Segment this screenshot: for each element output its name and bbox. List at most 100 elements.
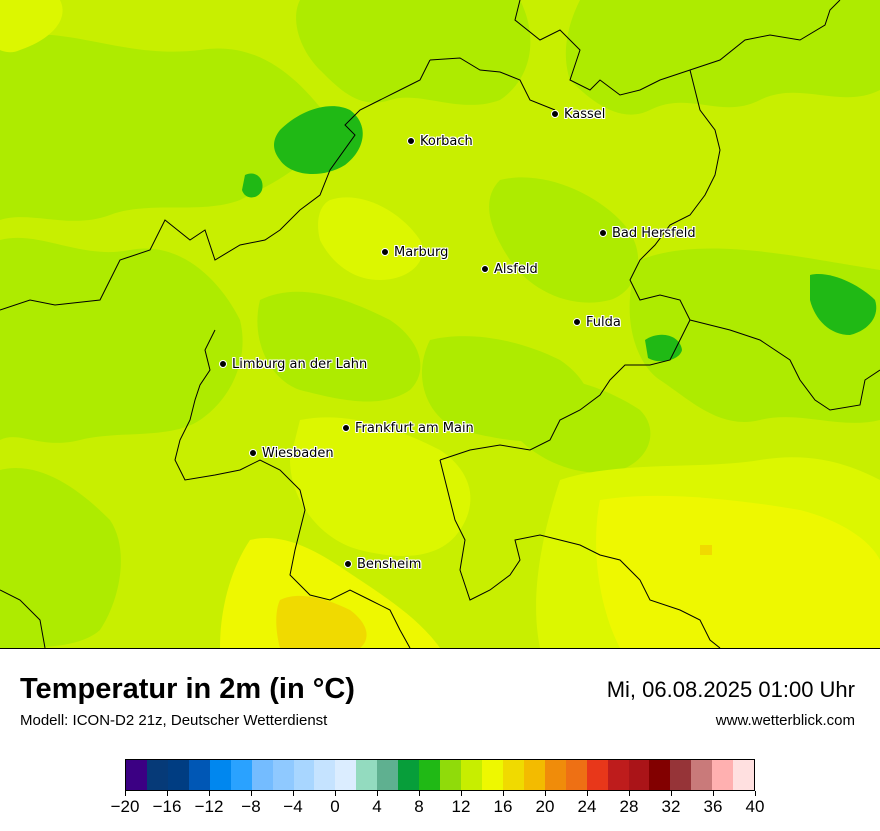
city-dot bbox=[599, 228, 607, 237]
city-label: Kassel bbox=[564, 107, 606, 122]
state-borders bbox=[0, 0, 880, 648]
city-label: Bensheim bbox=[357, 557, 422, 572]
colorbar-tick-label: 40 bbox=[745, 797, 765, 816]
colorbar-tick-label: 8 bbox=[414, 797, 424, 816]
colorbar-tick bbox=[670, 791, 672, 796]
colorbar-segment bbox=[314, 760, 336, 790]
colorbar-segment bbox=[712, 760, 734, 790]
colorbar-segment bbox=[628, 760, 650, 790]
city-label: Alsfeld bbox=[494, 262, 538, 277]
colorbar-tick-label: 12 bbox=[451, 797, 471, 816]
city-bensheim: Bensheim bbox=[344, 557, 421, 572]
colorbar-tick-label: 24 bbox=[577, 797, 597, 816]
city-label: Bad Hersfeld bbox=[612, 226, 696, 241]
colorbar-segment bbox=[607, 760, 629, 790]
map-title: Temperatur in 2m (in °C) bbox=[20, 673, 355, 705]
colorbar-segment bbox=[649, 760, 671, 790]
colorbar-tick bbox=[292, 791, 294, 796]
city-label: Frankfurt am Main bbox=[355, 421, 474, 436]
colorbar-tick-label: 16 bbox=[493, 797, 513, 816]
colorbar-segment bbox=[209, 760, 231, 790]
colorbar-segment bbox=[146, 760, 168, 790]
cold-dark-green-areas bbox=[242, 106, 877, 362]
colorbar-segment bbox=[440, 760, 461, 790]
city-dot bbox=[344, 559, 352, 568]
colorbar-segment bbox=[733, 760, 755, 790]
colorbar-tick bbox=[628, 791, 630, 796]
colorbar-segment bbox=[398, 760, 420, 790]
colorbar-tick-label: 28 bbox=[619, 797, 639, 816]
warmest-yellow-areas bbox=[220, 495, 880, 648]
colorbar-segment bbox=[565, 760, 587, 790]
city-korbach: Korbach bbox=[407, 134, 473, 149]
website-link[interactable]: www.wetterblick.com bbox=[715, 712, 855, 729]
colorbar-segment bbox=[691, 760, 713, 790]
colorbar-tick bbox=[754, 791, 756, 796]
city-label: Marburg bbox=[394, 245, 449, 260]
colorbar-tick bbox=[712, 791, 714, 796]
colorbar-segment bbox=[167, 760, 189, 790]
colorbar-segment bbox=[670, 760, 692, 790]
colorbar-tick-label: −12 bbox=[194, 797, 224, 816]
colorbar-tick-label: −8 bbox=[241, 797, 261, 816]
colorbar-segment bbox=[586, 760, 608, 790]
colorbar-tick bbox=[460, 791, 462, 796]
city-dot bbox=[407, 136, 415, 145]
city-fulda: Fulda bbox=[573, 315, 621, 330]
colorbar-segment bbox=[544, 760, 566, 790]
city-dot bbox=[551, 109, 559, 118]
colorbar-segment bbox=[523, 760, 545, 790]
colorbar-segment bbox=[188, 760, 210, 790]
city-dot bbox=[219, 359, 227, 368]
colorbar-segment bbox=[356, 760, 378, 790]
temperature-map: Kassel Korbach Bad Hersfeld Marburg Alsf… bbox=[0, 0, 880, 648]
city-bad-hersfeld: Bad Hersfeld bbox=[599, 226, 696, 241]
city-alsfeld: Alsfeld bbox=[481, 262, 538, 277]
city-kassel: Kassel bbox=[551, 107, 605, 122]
colorbar-tick-label: 36 bbox=[703, 797, 723, 816]
colorbar-tick bbox=[544, 791, 546, 796]
city-marburg: Marburg bbox=[381, 245, 448, 260]
colorbar-tick-label: 32 bbox=[661, 797, 681, 816]
colorbar-tick-label: −4 bbox=[283, 797, 303, 816]
colorbar-segment bbox=[419, 760, 441, 790]
colorbar-tick bbox=[166, 791, 168, 796]
colorbar-segment bbox=[461, 760, 482, 790]
temperature-colorbar bbox=[125, 759, 755, 791]
colorbar-tick bbox=[334, 791, 336, 796]
colorbar-tick bbox=[124, 791, 126, 796]
colorbar-tick-label: −16 bbox=[152, 797, 182, 816]
hottest-orange-areas bbox=[276, 545, 712, 648]
city-label: Limburg an der Lahn bbox=[232, 357, 368, 372]
colorbar-segment bbox=[251, 760, 273, 790]
colorbar-segment bbox=[230, 760, 252, 790]
city-dot bbox=[342, 423, 350, 432]
colorbar-tick bbox=[418, 791, 420, 796]
forecast-datetime: Mi, 06.08.2025 01:00 Uhr bbox=[606, 677, 855, 702]
city-frankfurt: Frankfurt am Main bbox=[342, 421, 474, 436]
colorbar-segment bbox=[335, 760, 357, 790]
colorbar-tick bbox=[376, 791, 378, 796]
map-footer: Temperatur in 2m (in °C) Modell: ICON-D2… bbox=[0, 648, 880, 831]
colorbar-tick bbox=[250, 791, 252, 796]
city-dot bbox=[381, 247, 389, 256]
city-wiesbaden: Wiesbaden bbox=[249, 446, 334, 461]
city-label: Fulda bbox=[586, 315, 621, 330]
colorbar-segment bbox=[481, 760, 503, 790]
colorbar-tick-label: 4 bbox=[372, 797, 382, 816]
colorbar-segment bbox=[126, 760, 147, 790]
colorbar-segment bbox=[377, 760, 399, 790]
colorbar-tick-label: 0 bbox=[330, 797, 340, 816]
colorbar-tick-label: 20 bbox=[535, 797, 555, 816]
city-dot bbox=[481, 264, 489, 273]
colorbar-ticks: −20 −16 −12 −8 −4 0 4 8 12 16 20 24 28 32 36 40 bbox=[111, 791, 764, 831]
colorbar-tick bbox=[586, 791, 588, 796]
city-dot bbox=[573, 317, 581, 326]
city-label: Wiesbaden bbox=[262, 446, 334, 461]
colorbar-tick bbox=[208, 791, 210, 796]
model-source: Modell: ICON-D2 21z, Deutscher Wetterdie… bbox=[20, 712, 328, 729]
city-dot bbox=[249, 448, 257, 457]
colorbar-tick-label: −20 bbox=[110, 797, 140, 816]
temperature-map-canvas bbox=[0, 0, 880, 648]
city-label: Korbach bbox=[420, 134, 473, 149]
